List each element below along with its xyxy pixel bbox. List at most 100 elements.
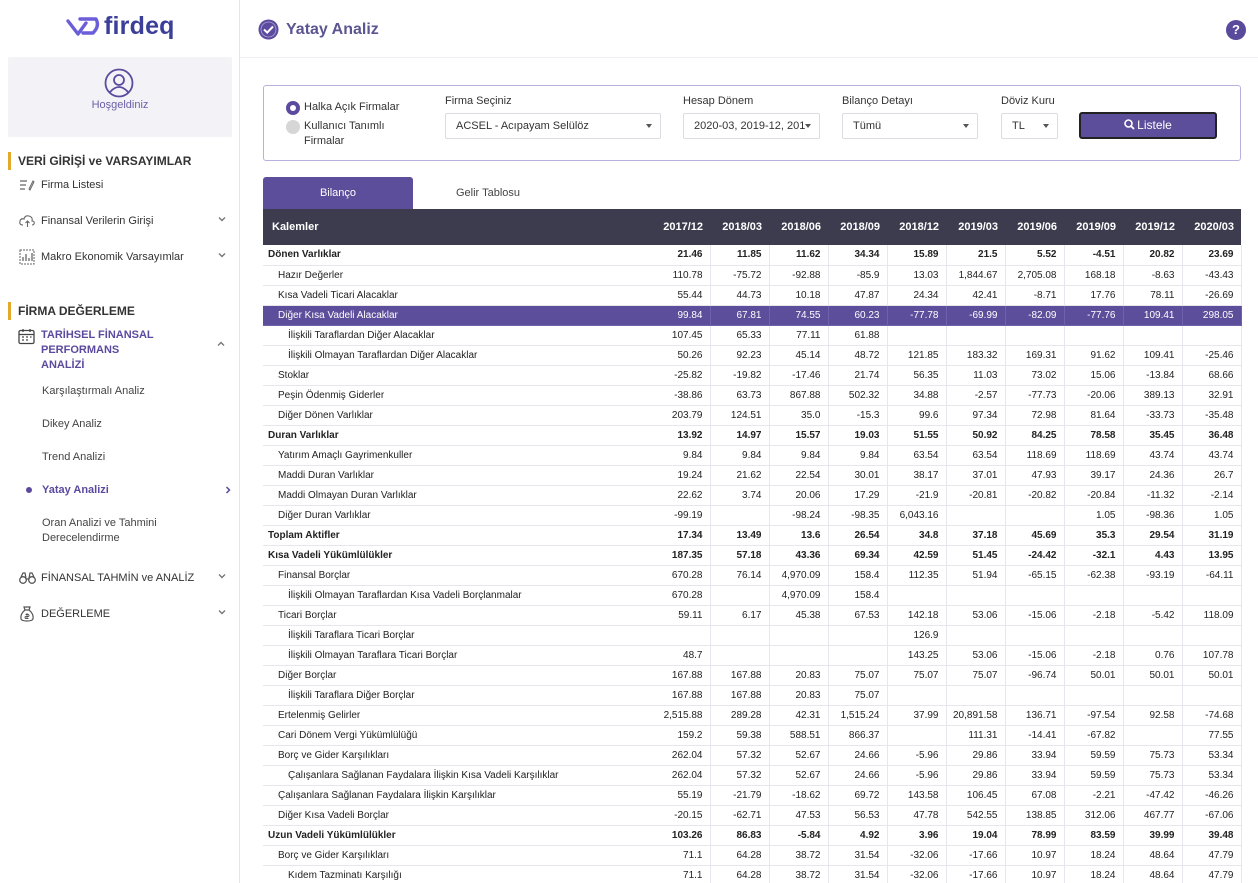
table-cell: 15.06: [1064, 365, 1124, 386]
table-row[interactable]: Çalışanlara Sağlanan Faydalara İlişkin K…: [263, 765, 1242, 786]
table-row[interactable]: Diğer Kısa Vadeli Borçlar -20.15 -62.71 47.…: [263, 805, 1242, 826]
tab-bilanco[interactable]: Bilanço: [263, 177, 413, 209]
table-cell: 13.6: [769, 525, 829, 546]
column-header-period[interactable]: 2018/09: [828, 209, 887, 245]
sidebar-item-finansal-veri-girisi[interactable]: Finansal Verilerin Girişi: [18, 211, 233, 231]
table-row[interactable]: Kıdem Tazminatı Karşılığı 71.1 64.28 38.72 3…: [263, 865, 1242, 883]
column-header-period[interactable]: 2018/03: [710, 209, 769, 245]
table-cell: -2.57: [946, 385, 1006, 406]
sidebar-item-tarihsel-performans[interactable]: TARİHSEL FİNANSAL PERFORMANS ANALİZİ: [18, 327, 232, 371]
table-cell: 69.72: [828, 785, 888, 806]
doviz-label: Döviz Kuru: [1001, 95, 1055, 107]
firma-select-value: ACSEL - Acıpayam Selülöz: [456, 120, 589, 132]
table-row[interactable]: Diğer Borçlar 167.88 167.88 20.83 75.07 75.07…: [263, 665, 1242, 686]
table-header-row: Kalemler 2017/12 2018/03 2018/06 2018/09 2018…: [263, 209, 1241, 245]
table-cell: 138.85: [1005, 805, 1065, 826]
table-row[interactable]: Maddi Duran Varlıklar 19.24 21.62 22.54 30.0…: [263, 465, 1242, 486]
table-cell: 59.59: [1064, 765, 1124, 786]
table-cell: -74.68: [1182, 705, 1242, 726]
money-bag-icon: [18, 605, 36, 623]
table-row[interactable]: İlişkili Olmayan Taraflardan Kısa Vadeli…: [263, 585, 1242, 606]
column-header-period[interactable]: 2018/12: [887, 209, 946, 245]
table-row[interactable]: Borç ve Gider Karşılıkları 71.1 64.28 38.72…: [263, 845, 1242, 866]
sidebar-item-firma-listesi[interactable]: Firma Listesi: [18, 175, 233, 195]
radio-kullanici-tanimli[interactable]: Kullanıcı Tanımlı Firmalar: [286, 119, 414, 149]
chevron-down-icon[interactable]: [217, 214, 227, 224]
table-row[interactable]: İlişkili Olmayan Taraflara Ticari Borçla…: [263, 645, 1242, 666]
sidebar-item-finansal-tahmin[interactable]: FİNANSAL TAHMİN ve ANALİZ: [18, 568, 233, 588]
table-row[interactable]: Diğer Dönen Varlıklar 203.79 124.51 35.0 -15…: [263, 405, 1242, 426]
table-cell: 38.72: [769, 845, 829, 866]
column-header-period[interactable]: 2020/03: [1182, 209, 1241, 245]
column-header-period[interactable]: 2019/09: [1064, 209, 1123, 245]
table-row[interactable]: Uzun Vadeli Yükümlülükler 103.26 86.83 -5.8…: [263, 825, 1242, 846]
column-header-kalemler[interactable]: Kalemler: [263, 209, 651, 245]
table-row[interactable]: Duran Varlıklar 13.92 14.97 15.57 19.03 51.55…: [263, 425, 1242, 446]
column-header-period[interactable]: 2017/12: [651, 209, 710, 245]
caret-down-icon: [805, 124, 811, 128]
help-icon[interactable]: ?: [1226, 20, 1246, 40]
table-cell: 47.79: [1182, 845, 1242, 866]
column-header-period[interactable]: 2018/06: [769, 209, 828, 245]
table-row[interactable]: Finansal Borçlar 670.28 76.14 4,970.09 158.4…: [263, 565, 1242, 586]
table-cell: 21.62: [710, 465, 770, 486]
table-row[interactable]: İlişkili Taraflardan Diğer Alacaklar 107.…: [263, 325, 1242, 346]
chevron-down-icon[interactable]: [217, 250, 227, 260]
sidebar-subitem-oran-analizi[interactable]: Oran Analizi ve Tahmini Derecelendirme: [42, 517, 157, 544]
table-row[interactable]: Cari Dönem Vergi Yükümlülüğü 159.2 59.38 58…: [263, 725, 1242, 746]
table-row[interactable]: Peşin Ödenmiş Giderler -38.86 63.73 867.88 5…: [263, 385, 1242, 406]
chevron-down-icon[interactable]: [217, 571, 227, 581]
sidebar-subitem-dikey[interactable]: Dikey Analiz: [42, 418, 102, 430]
table-cell: [946, 685, 1006, 706]
doviz-select[interactable]: TL: [1001, 113, 1058, 139]
column-header-period[interactable]: 2019/12: [1123, 209, 1182, 245]
bilanco-select[interactable]: Tümü: [842, 113, 978, 139]
table-cell: 158.4: [828, 565, 888, 586]
table-row[interactable]: Dönen Varlıklar 21.46 11.85 11.62 34.34 15.89…: [263, 245, 1242, 266]
table-row[interactable]: İlişkili Olmayan Taraflardan Diğer Alaca…: [263, 345, 1242, 366]
sidebar-item-makro-varsayimlar[interactable]: Makro Ekonomik Varsayımlar: [18, 247, 233, 267]
table-cell: 47.87: [828, 285, 888, 306]
table-row[interactable]: Stoklar -25.82 -19.82 -17.46 21.74 56.35 11.03…: [263, 365, 1242, 386]
row-label: Dönen Varlıklar: [263, 245, 651, 266]
table-row[interactable]: İlişkili Taraflara Diğer Borçlar 167.88 16…: [263, 685, 1242, 706]
table-row[interactable]: Ertelenmiş Gelirler 2,515.88 289.28 42.31 1,…: [263, 705, 1242, 726]
table-row[interactable]: Ticari Borçlar 59.11 6.17 45.38 67.53 142.18 5…: [263, 605, 1242, 626]
listele-button[interactable]: Listele: [1079, 112, 1217, 139]
user-avatar-icon[interactable]: [104, 68, 134, 98]
table-row[interactable]: İlişkili Taraflara Ticari Borçlar 126.9: [263, 625, 1242, 646]
row-label: İlişkili Olmayan Taraflara Ticari Borçla…: [263, 645, 651, 666]
table-row[interactable]: Çalışanlara Sağlanan Faydalara İlişkin K…: [263, 785, 1242, 806]
table-cell: [710, 585, 770, 606]
table-row[interactable]: Kısa Vadeli Ticari Alacaklar 55.44 44.73 10…: [263, 285, 1242, 306]
check-circle-icon: [258, 19, 279, 40]
table-cell: 64.28: [710, 845, 770, 866]
table-cell: 67.08: [1005, 785, 1065, 806]
table-row[interactable]: Toplam Aktifler 17.34 13.49 13.6 26.54 34.8 37…: [263, 525, 1242, 546]
firma-select[interactable]: ACSEL - Acıpayam Selülöz: [445, 113, 661, 139]
table-row[interactable]: Yatırım Amaçlı Gayrimenkuller 9.84 9.84 9.8…: [263, 445, 1242, 466]
sidebar-subitem-yatay[interactable]: Yatay Analizi: [42, 484, 109, 496]
column-header-period[interactable]: 2019/06: [1005, 209, 1064, 245]
column-header-period[interactable]: 2019/03: [946, 209, 1005, 245]
chevron-down-icon[interactable]: [217, 607, 227, 617]
table-cell: 203.79: [651, 405, 711, 426]
radio-halka-acik[interactable]: Halka Açık Firmalar: [286, 100, 399, 115]
table-row[interactable]: Hazır Değerler 110.78 -75.72 -92.88 -85.9 13.…: [263, 265, 1242, 286]
table-row[interactable]: Maddi Olmayan Duran Varlıklar 22.62 3.74 20…: [263, 485, 1242, 506]
logo[interactable]: firdeq: [66, 12, 175, 40]
table-row[interactable]: Kısa Vadeli Yükümlülükler 187.35 57.18 43.3…: [263, 545, 1242, 566]
sidebar-subitem-trend[interactable]: Trend Analizi: [42, 451, 106, 463]
welcome-text: Hoşgeldiniz: [91, 99, 149, 111]
table-row[interactable]: Borç ve Gider Karşılıkları 262.04 57.32 52.…: [263, 745, 1242, 766]
sidebar-item-degerleme[interactable]: DEĞERLEME: [18, 604, 233, 624]
table-row[interactable]: Diğer Duran Varlıklar -99.19 -98.24 -98.35 6…: [263, 505, 1242, 526]
donem-select[interactable]: 2020-03, 2019-12, 201: [683, 113, 820, 139]
table-cell: 92.58: [1123, 705, 1183, 726]
table-row[interactable]: Diğer Kısa Vadeli Alacaklar 99.84 67.81 74.…: [263, 305, 1242, 326]
table-cell: -26.69: [1182, 285, 1242, 306]
chevron-up-icon[interactable]: [216, 339, 226, 349]
sidebar-subitem-karsilastirmali[interactable]: Karşılaştırmalı Analiz: [42, 385, 145, 397]
table-cell: 24.66: [828, 745, 888, 766]
tab-gelir-tablosu[interactable]: Gelir Tablosu: [456, 187, 520, 199]
